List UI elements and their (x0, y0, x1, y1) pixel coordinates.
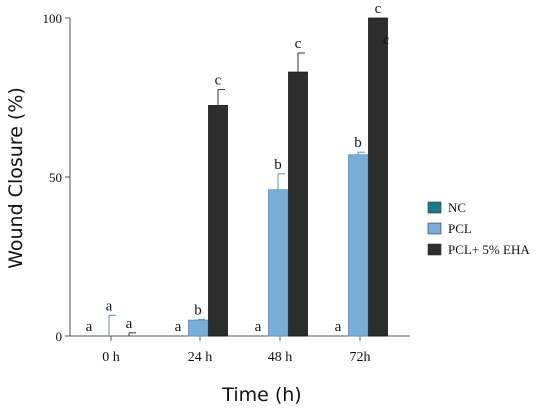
y-tick-label: 100 (43, 11, 63, 26)
significance-letter: c (375, 1, 382, 17)
x-tick-label: 0 h (102, 350, 120, 365)
x-tick-label: 48 h (268, 350, 293, 365)
annotation-letter: c (383, 33, 389, 48)
significance-letter: b (354, 135, 362, 151)
significance-letter: b (274, 157, 282, 173)
bar (268, 189, 288, 337)
y-axis-label: Wound Closure (%) (5, 87, 27, 269)
legend-label: PCL (448, 221, 472, 236)
significance-letter: b (194, 302, 202, 318)
y-tick-label: 0 (56, 329, 63, 344)
bar (368, 17, 388, 337)
significance-letter: c (215, 73, 222, 89)
significance-letter: a (335, 319, 342, 335)
legend-swatch (427, 243, 442, 256)
legend-swatch (427, 201, 442, 214)
legend-swatch (427, 222, 442, 235)
x-tick-label: 72h (350, 350, 371, 365)
x-tick-label: 24 h (188, 350, 213, 365)
bar (208, 105, 228, 337)
axes: 0 50 100 0 h 24 h 48 h 72h (43, 11, 410, 365)
significance-letter: a (255, 319, 262, 335)
significance-letter: a (86, 319, 93, 335)
significance-letter: a (106, 298, 113, 314)
bar (348, 154, 368, 337)
bar (288, 71, 308, 337)
y-tick-label: 50 (49, 170, 62, 185)
legend-label: PCL+ 5% EHA (448, 242, 530, 257)
bar (188, 319, 208, 337)
significance-letter: a (126, 316, 133, 332)
legend: NC PCL PCL+ 5% EHA (427, 200, 530, 257)
legend-label: NC (448, 200, 466, 215)
significance-letter: a (175, 319, 182, 335)
significance-letter: c (295, 36, 302, 52)
bars (108, 17, 388, 337)
x-axis-label: Time (h) (221, 384, 301, 406)
